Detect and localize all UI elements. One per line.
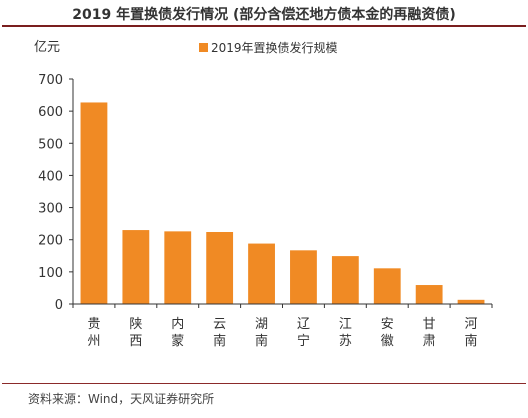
y-tick-label: 400 — [38, 169, 63, 184]
bar-安徽 — [373, 268, 401, 304]
bar-内蒙 — [164, 231, 192, 304]
y-tick-label: 700 — [38, 73, 63, 88]
x-category-label: 江苏 — [339, 317, 352, 349]
x-category-label: 湖南 — [255, 317, 268, 349]
bar-贵州 — [80, 102, 108, 304]
y-tick-label: 600 — [38, 105, 63, 120]
bar-湖南 — [248, 243, 275, 304]
y-axis-unit-label: 亿元 — [34, 40, 60, 55]
y-tick-label: 300 — [38, 202, 63, 217]
x-category-label: 贵州 — [87, 317, 100, 349]
bar-河南 — [457, 299, 485, 304]
y-tick-label: 100 — [38, 266, 63, 281]
bar-辽宁 — [290, 250, 317, 304]
y-tick-label: 500 — [38, 137, 63, 152]
legend-label: 2019年置换债发行规模 — [211, 40, 338, 55]
bottom-divider — [2, 383, 526, 384]
top-divider — [2, 25, 526, 27]
x-category-label: 甘肃 — [423, 317, 436, 349]
x-category-label: 云南 — [213, 317, 226, 349]
x-category-label: 河南 — [465, 317, 478, 349]
bars — [80, 102, 485, 304]
x-category-label: 内蒙 — [171, 316, 184, 349]
bar-陕西 — [122, 230, 150, 304]
legend-swatch — [199, 43, 208, 52]
source-note: 资料来源：Wind，天风证券研究所 — [28, 392, 215, 406]
bar-甘肃 — [415, 285, 443, 304]
x-category-label: 陕西 — [129, 317, 142, 349]
x-category-label: 安徽 — [381, 317, 394, 349]
bar-云南 — [206, 232, 234, 304]
page-title: 2019 年置换债发行情况 (部分含偿还地方债本金的再融资债) — [72, 7, 456, 23]
y-axis-ticks: 0 100 200 300 400 500 600 700 — [38, 73, 73, 313]
x-category-label: 辽宁 — [297, 317, 310, 349]
y-tick-label: 0 — [55, 298, 63, 313]
y-tick-label: 200 — [38, 234, 63, 249]
bar-江苏 — [331, 256, 359, 304]
